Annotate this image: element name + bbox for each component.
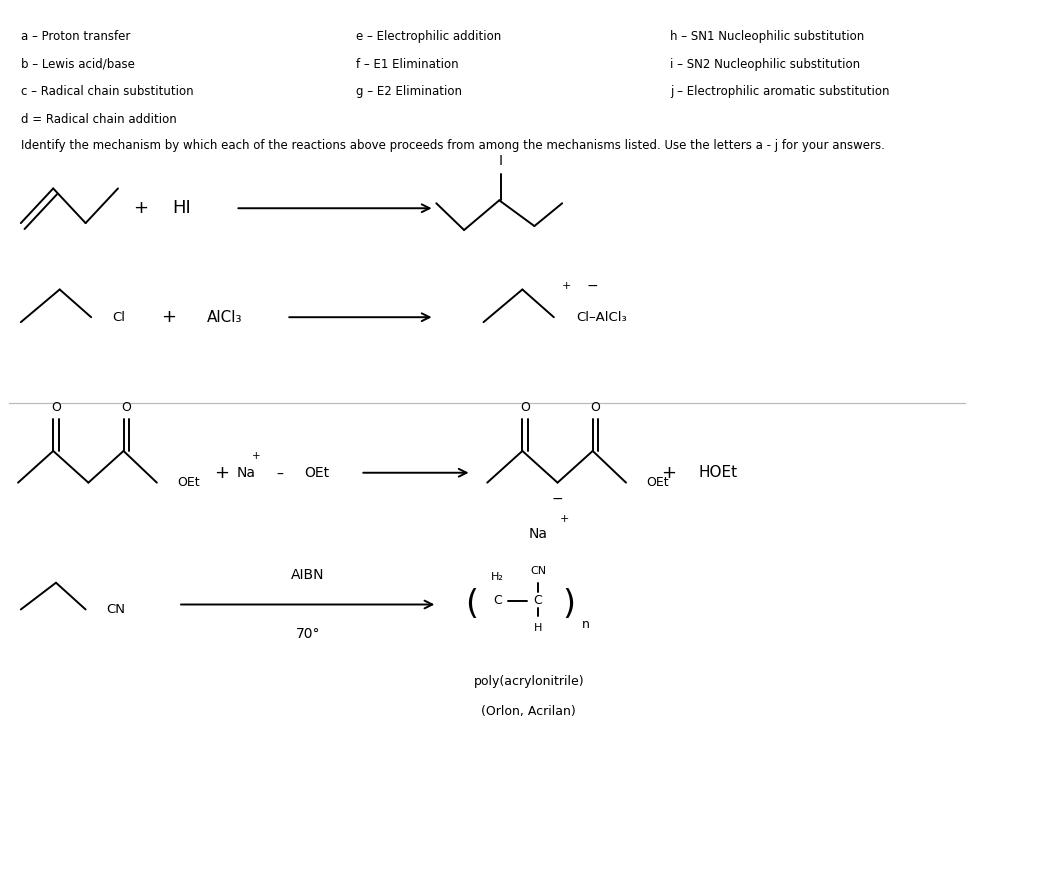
Text: +: + [251,451,260,461]
Text: 70°: 70° [295,627,320,642]
Text: n: n [582,617,590,631]
Text: e – Electrophilic addition: e – Electrophilic addition [356,30,501,43]
Text: Cl: Cl [113,311,125,323]
Text: +: + [562,281,572,290]
Text: OEt: OEt [177,476,200,489]
Text: (: ( [465,588,478,621]
Text: Identify the mechanism by which each of the reactions above proceeds from among : Identify the mechanism by which each of … [21,139,884,151]
Text: H: H [534,624,542,634]
Text: d = Radical chain addition: d = Radical chain addition [21,113,176,127]
Text: Cl–AlCl₃: Cl–AlCl₃ [576,311,627,323]
Text: C: C [493,594,502,607]
Text: O: O [51,401,60,413]
Text: h – SΝ1 Nucleophilic substitution: h – SΝ1 Nucleophilic substitution [671,30,865,43]
Text: (Orlon, Acrilan): (Orlon, Acrilan) [482,705,576,718]
Text: +: + [661,463,676,482]
Text: OEt: OEt [647,476,669,489]
Text: ): ) [562,588,575,621]
Text: f – E1 Elimination: f – E1 Elimination [356,58,459,70]
Text: +: + [134,200,148,217]
Text: i – SΝ2 Nucleophilic substitution: i – SΝ2 Nucleophilic substitution [671,58,860,70]
Text: AIBN: AIBN [291,568,324,582]
Text: +: + [162,308,176,326]
Text: −: − [552,492,563,505]
Text: OEt: OEt [304,466,330,479]
Text: –: – [276,468,284,482]
Text: HI: HI [172,200,191,217]
Text: Na: Na [529,527,548,541]
Text: g – E2 Elimination: g – E2 Elimination [356,86,462,98]
Text: O: O [520,401,530,413]
Text: b – Lewis acid/base: b – Lewis acid/base [21,58,135,70]
Text: O: O [121,401,131,413]
Text: C: C [534,594,542,607]
Text: +: + [559,514,568,524]
Text: AlCl₃: AlCl₃ [207,310,242,324]
Text: +: + [214,463,229,482]
Text: a – Proton transfer: a – Proton transfer [21,30,130,43]
Text: I: I [500,153,503,168]
Text: HOEt: HOEt [699,465,738,480]
Text: poly(acrylonitrile): poly(acrylonitrile) [474,675,584,688]
Text: c – Radical chain substitution: c – Radical chain substitution [21,86,193,98]
Text: Na: Na [237,466,257,479]
Text: CN: CN [106,603,125,616]
Text: −: − [587,279,599,292]
Text: j – Electrophilic aromatic substitution: j – Electrophilic aromatic substitution [671,86,890,98]
Text: O: O [590,401,601,413]
Text: H₂: H₂ [491,572,504,582]
Text: CN: CN [530,566,547,576]
